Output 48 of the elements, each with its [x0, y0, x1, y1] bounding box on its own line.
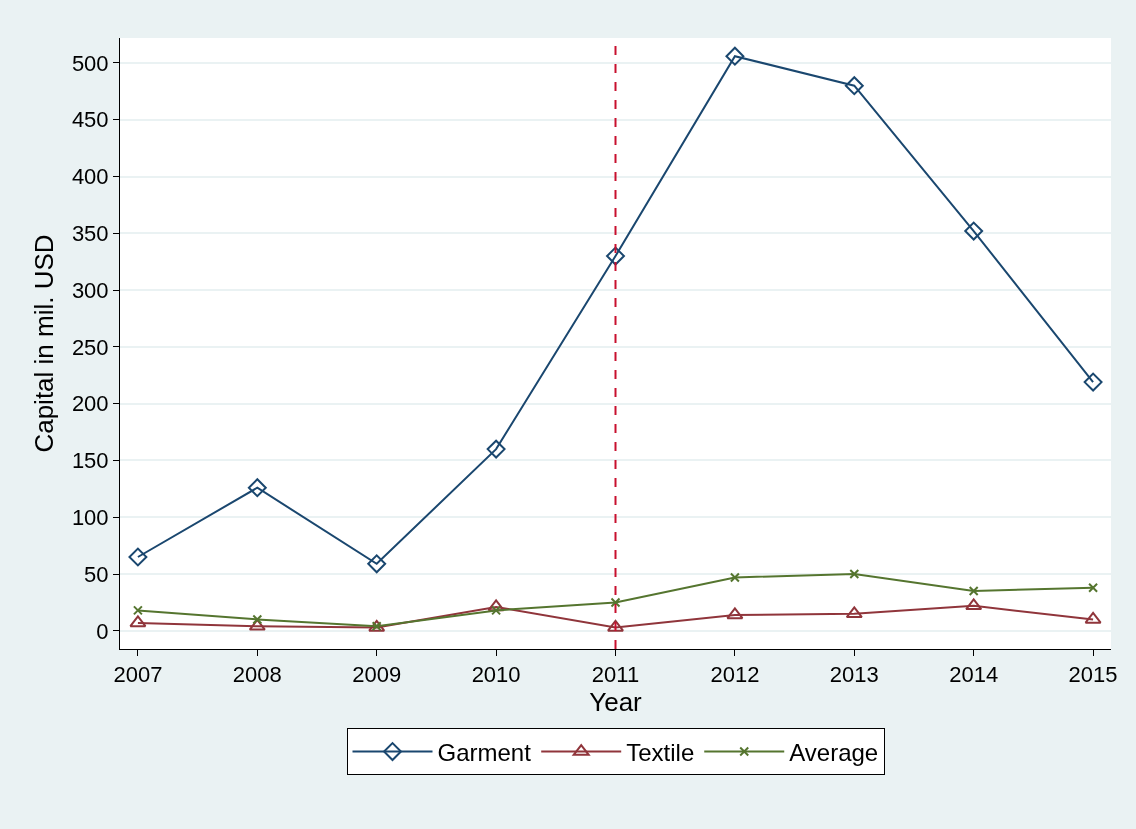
point	[726, 607, 744, 620]
x-axis-title: Year	[589, 687, 643, 718]
point	[849, 569, 860, 580]
point	[964, 221, 984, 241]
point	[1088, 582, 1099, 593]
point	[128, 547, 148, 567]
point	[132, 605, 143, 616]
x-tick-label: 2008	[232, 662, 282, 688]
legend-label: Textile	[626, 738, 695, 766]
x-tick-label: 2007	[113, 662, 163, 688]
x-tick-label: 2014	[949, 662, 999, 688]
x-tick-label: 2009	[352, 662, 402, 688]
legend-label: Garment	[437, 738, 532, 766]
x-tick-label: 2010	[471, 662, 521, 688]
y-tick-label: 450	[71, 107, 109, 133]
x-tick-label: 2012	[710, 662, 760, 688]
y-tick-label: 500	[71, 50, 109, 76]
point	[487, 599, 505, 612]
point	[247, 478, 267, 498]
point	[844, 76, 864, 96]
y-tick-label: 50	[84, 561, 109, 587]
x-tick-label: 2015	[1068, 662, 1118, 688]
point	[486, 439, 506, 459]
point	[1084, 611, 1102, 624]
point	[129, 615, 147, 628]
point	[845, 606, 863, 619]
y-axis-title: Capital in mil. USD	[29, 234, 60, 453]
point	[729, 572, 740, 583]
y-tick-label: 400	[71, 164, 109, 190]
y-tick-label: 300	[71, 277, 109, 303]
x-tick-label: 2011	[591, 662, 640, 688]
y-tick-label: 350	[71, 221, 109, 247]
point	[606, 246, 625, 266]
point	[968, 586, 979, 597]
point	[368, 619, 386, 632]
y-tick-label: 150	[71, 448, 109, 474]
point	[725, 46, 745, 66]
legend-label: Average	[789, 738, 879, 766]
y-tick-label: 0	[96, 618, 109, 644]
y-tick-label: 200	[71, 391, 109, 417]
x-tick-label: 2013	[829, 662, 879, 688]
y-tick-label: 100	[71, 504, 109, 530]
y-tick-label: 250	[71, 334, 109, 360]
point	[252, 614, 263, 625]
point	[610, 597, 621, 608]
point	[367, 554, 387, 574]
point	[1083, 372, 1103, 392]
point	[965, 598, 983, 611]
